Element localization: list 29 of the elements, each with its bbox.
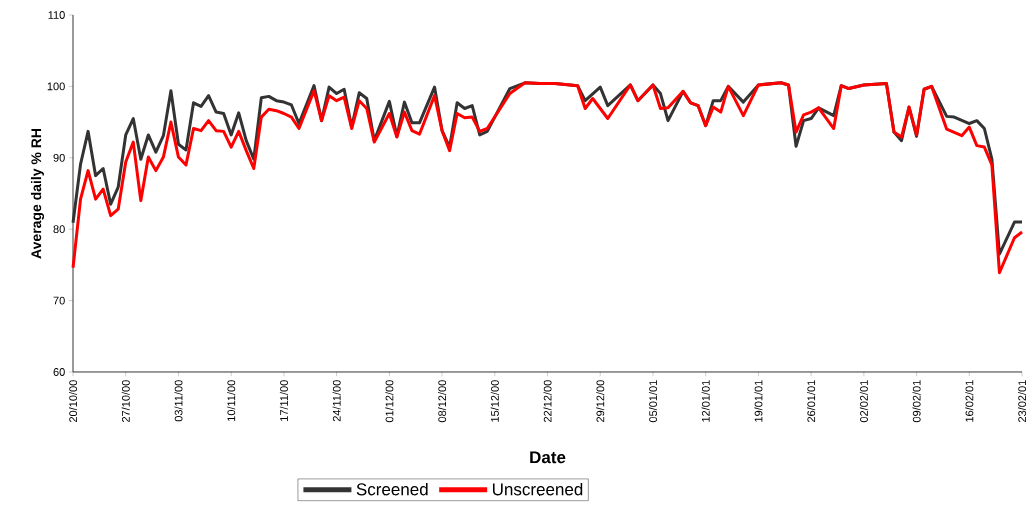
x-tick-label: 26/01/01	[807, 380, 816, 423]
x-tick-label: 09/02/01	[912, 380, 921, 423]
y-tick-label: 90	[53, 153, 65, 162]
x-tick-label: 03/11/00	[174, 380, 183, 422]
x-tick-label: 10/11/00	[227, 380, 236, 421]
legend-label: Screened	[356, 482, 428, 496]
y-tick-label: 70	[53, 296, 65, 305]
x-tick-label: 05/01/01	[648, 380, 657, 423]
x-axis-title: Date	[530, 451, 566, 464]
x-tick-label: 22/12/00	[543, 380, 552, 423]
x-tick-label: 15/12/00	[490, 380, 499, 422]
x-tick-label: 12/01/01	[701, 380, 710, 422]
x-tick-label: 29/12/00	[596, 380, 605, 423]
x-tick-label: 24/11/00	[332, 380, 341, 422]
x-tick-label: 02/02/01	[859, 380, 868, 423]
x-tick-label: 23/02/01	[1017, 380, 1027, 423]
x-tick-label: 19/01/01	[754, 380, 763, 422]
y-axis-title: Average daily % RH	[30, 128, 45, 259]
legend-label: Unscreened	[492, 482, 583, 496]
x-tick-label: 17/11/00	[279, 380, 288, 421]
y-tick-label: 60	[53, 368, 65, 376]
x-tick-label: 16/02/01	[965, 380, 974, 422]
x-tick-label: 01/12/00	[385, 380, 394, 423]
x-tick-label: 08/12/00	[438, 380, 447, 423]
y-tick-label: 80	[53, 225, 65, 234]
y-tick-label: 110	[48, 11, 65, 19]
x-tick-label: 20/10/00	[68, 380, 78, 423]
x-tick-label: 27/10/00	[121, 380, 130, 423]
y-tick-label: 100	[47, 82, 65, 91]
